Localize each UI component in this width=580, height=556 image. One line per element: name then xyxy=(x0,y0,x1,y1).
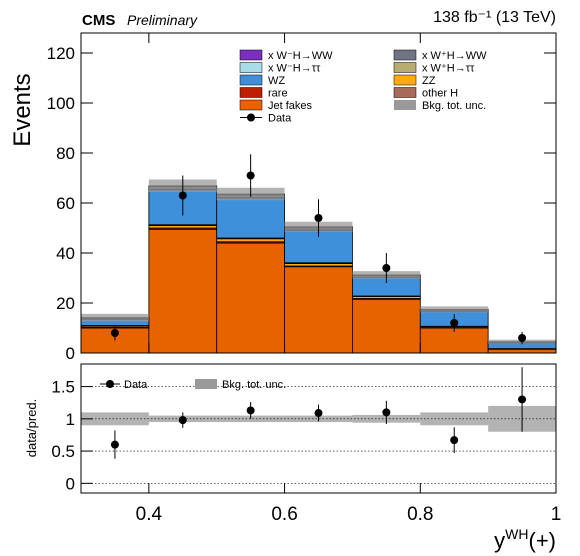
y-tick-label: 20 xyxy=(56,294,75,313)
unc-band xyxy=(81,313,149,322)
ratio-point xyxy=(178,416,187,425)
ratio-point xyxy=(246,406,255,415)
unc-band xyxy=(420,306,489,313)
legend-swatch xyxy=(393,49,417,61)
stack-segment xyxy=(216,238,285,243)
x-axis-label: yWH(+) xyxy=(494,526,556,553)
status: Preliminary xyxy=(127,12,198,28)
ratio-legend-label: Data xyxy=(124,379,148,391)
plot-frame xyxy=(80,32,557,354)
y-tick-label: 40 xyxy=(56,244,75,263)
legend-swatch xyxy=(393,74,417,86)
legend-swatch xyxy=(239,87,263,98)
legend-swatch xyxy=(239,99,263,111)
ratio-y-label: data/pred. xyxy=(24,399,39,458)
legend-swatch xyxy=(239,62,263,73)
x-tick-label: 0.8 xyxy=(407,504,433,525)
data-point xyxy=(382,264,391,272)
legend-swatch xyxy=(239,49,263,61)
legend-label: x W⁺H→WW xyxy=(422,50,487,62)
y-tick-label: 0 xyxy=(66,344,75,363)
legend-swatch xyxy=(239,74,263,86)
stack-segment xyxy=(216,197,285,239)
data-point xyxy=(450,319,459,327)
ratio-point xyxy=(382,408,391,417)
ratio-legend-label: Bkg. tot. unc. xyxy=(222,379,286,391)
legend-label: x W⁺H→ττ xyxy=(422,63,475,75)
ratio-legend-marker xyxy=(106,380,114,388)
ratio-y-tick-label: 0.5 xyxy=(51,442,75,461)
legend-label: WZ xyxy=(268,75,285,87)
ratio-frame xyxy=(80,363,557,494)
x-tick-label: 0.6 xyxy=(271,504,297,525)
legend-label: Bkg. tot. unc. xyxy=(422,100,486,112)
y-tick-label: 100 xyxy=(47,94,75,113)
legend-swatch xyxy=(393,87,417,98)
ratio-point xyxy=(110,440,119,449)
data-point xyxy=(314,214,323,222)
y-tick-label: 80 xyxy=(56,144,75,163)
ratio-y-tick-label: 1 xyxy=(66,410,75,429)
legend-label: rare xyxy=(268,88,288,100)
y-axis-label: Events xyxy=(9,73,36,146)
data-point xyxy=(518,334,527,342)
legend-data-marker xyxy=(247,113,255,122)
experiment: CMS xyxy=(82,12,115,29)
stack-segment xyxy=(284,266,353,354)
x-tick-label: 1 xyxy=(551,504,562,525)
y-tick-label: 120 xyxy=(47,44,75,63)
ratio-unc-band xyxy=(81,412,149,426)
legend-label: other H xyxy=(422,88,458,100)
stack-segment xyxy=(216,242,285,354)
stack-segment xyxy=(487,348,557,354)
ratio-legend-swatch xyxy=(195,379,217,389)
x-label-post: (+) xyxy=(529,528,557,553)
ratio-point xyxy=(518,395,527,404)
ratio-y-tick-label: 1.5 xyxy=(51,378,75,397)
x-label-main: y xyxy=(494,528,505,553)
data-point xyxy=(110,329,119,337)
legend-swatch xyxy=(393,62,417,73)
ratio-point xyxy=(314,409,323,418)
ratio-y-tick-label: 0 xyxy=(66,474,75,493)
data-point xyxy=(178,191,187,200)
y-tick-label: 60 xyxy=(56,194,75,213)
ratio-point xyxy=(450,436,459,445)
ratio-unc-band xyxy=(420,412,489,426)
legend-label: Data xyxy=(268,113,292,125)
legend-label: x W⁻H→WW xyxy=(268,50,333,62)
legend-label: x W⁻H→ττ xyxy=(268,63,321,75)
x-tick-label: 0.4 xyxy=(136,504,163,525)
stack-segment xyxy=(352,298,421,354)
lumi: 138 fb⁻¹ (13 TeV) xyxy=(433,9,556,26)
legend-label: ZZ xyxy=(422,75,436,87)
legend-label: Jet fakes xyxy=(268,100,313,112)
x-label-sup: WH xyxy=(505,526,528,542)
stack-segment xyxy=(148,228,218,354)
data-point xyxy=(246,171,255,180)
legend-swatch xyxy=(394,100,416,110)
